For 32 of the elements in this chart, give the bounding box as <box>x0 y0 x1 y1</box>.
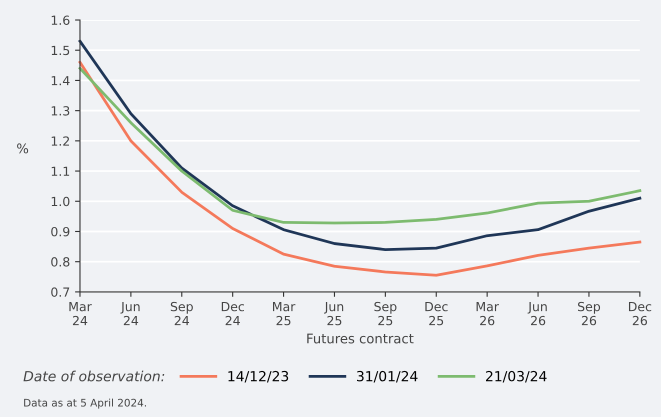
y-tick-label: 1.6 <box>52 15 70 25</box>
x-tick-label: Mar 26 <box>476 302 499 326</box>
line-series <box>78 40 642 251</box>
x-tick-label: Jun 25 <box>324 302 344 326</box>
x-tick-label: Mar 24 <box>69 302 92 326</box>
y-tick-label: 1.0 <box>52 196 70 206</box>
y-axis-title: % <box>17 143 28 154</box>
y-tick-label: 1.4 <box>52 76 70 86</box>
legend-label: 31/01/24 <box>356 370 418 383</box>
line-series <box>78 60 642 277</box>
line-series <box>78 66 642 224</box>
legend-label: 14/12/23 <box>228 370 288 383</box>
y-tick-label: 1.1 <box>52 166 70 176</box>
x-tick-label: Jun 26 <box>528 302 547 326</box>
legend-label: 21/03/24 <box>486 370 547 383</box>
text: Data as at 5 April 2024. <box>24 398 146 409</box>
y-tick-label: 1.5 <box>52 46 70 56</box>
y-tick-label: 1.2 <box>52 136 70 146</box>
x-tick-label: Sep 24 <box>170 302 193 326</box>
y-tick-label: 0.7 <box>51 287 70 297</box>
x-tick-label: Mar 25 <box>273 302 296 326</box>
y-tick-label: 0.9 <box>51 226 70 236</box>
x-tick-label: Sep 26 <box>578 302 600 326</box>
x-axis-title: Futures contract <box>307 334 414 344</box>
x-tick-label: Dec 26 <box>628 302 652 326</box>
x-tick-label: Dec 25 <box>425 302 448 326</box>
x-tick-label: Dec 24 <box>222 302 244 326</box>
y-tick-label: 0.8 <box>51 257 70 267</box>
y-tick-label: 1.3 <box>52 106 70 116</box>
legend-title: Date of observation: <box>24 370 164 382</box>
x-tick-label: Sep 25 <box>374 302 396 326</box>
x-tick-label: Jun 24 <box>120 302 140 326</box>
